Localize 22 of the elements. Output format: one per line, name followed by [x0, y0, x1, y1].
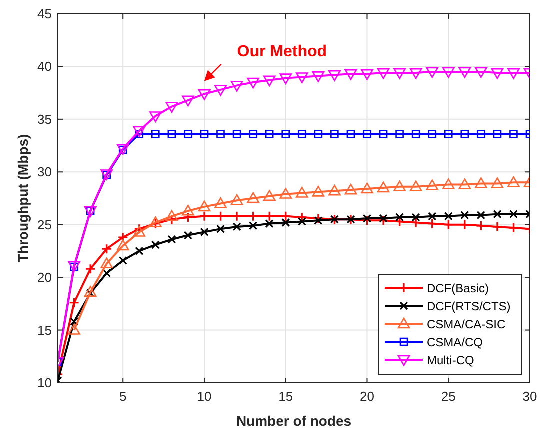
x-tick-label: 30 — [522, 389, 538, 404]
x-tick-label: 15 — [278, 389, 294, 404]
x-tick-label: 10 — [197, 389, 212, 404]
x-axis-title: Number of nodes — [236, 413, 352, 429]
x-tick-label: 25 — [441, 389, 456, 404]
legend-label: DCF(Basic) — [427, 282, 489, 296]
y-tick-label: 25 — [38, 217, 52, 232]
annotation: Our Method — [237, 43, 328, 60]
y-tick-label: 45 — [38, 6, 52, 22]
y-axis-title: Throughput (Mbps) — [15, 134, 31, 263]
legend-label: Multi-CQ — [427, 354, 474, 368]
x-tick-label: 20 — [360, 389, 374, 404]
legend-label: CSMA/CQ — [427, 336, 484, 350]
x-tick-label: 5 — [119, 389, 127, 404]
y-tick-label: 15 — [38, 322, 52, 338]
legend-label: CSMA/CA-SIC — [427, 318, 506, 332]
y-tick-label: 10 — [38, 376, 52, 390]
y-tick-label: 35 — [38, 112, 52, 127]
y-tick-label: 30 — [38, 164, 52, 180]
legend-label: DCF(RTS/CTS) — [427, 300, 511, 314]
y-tick-label: 40 — [38, 59, 52, 74]
y-tick-label: 20 — [38, 270, 52, 286]
